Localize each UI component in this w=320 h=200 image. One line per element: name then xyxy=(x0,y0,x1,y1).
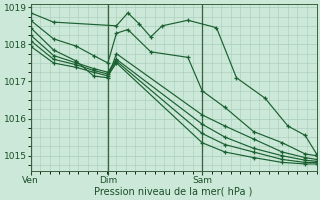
X-axis label: Pression niveau de la mer( hPa ): Pression niveau de la mer( hPa ) xyxy=(94,187,253,197)
